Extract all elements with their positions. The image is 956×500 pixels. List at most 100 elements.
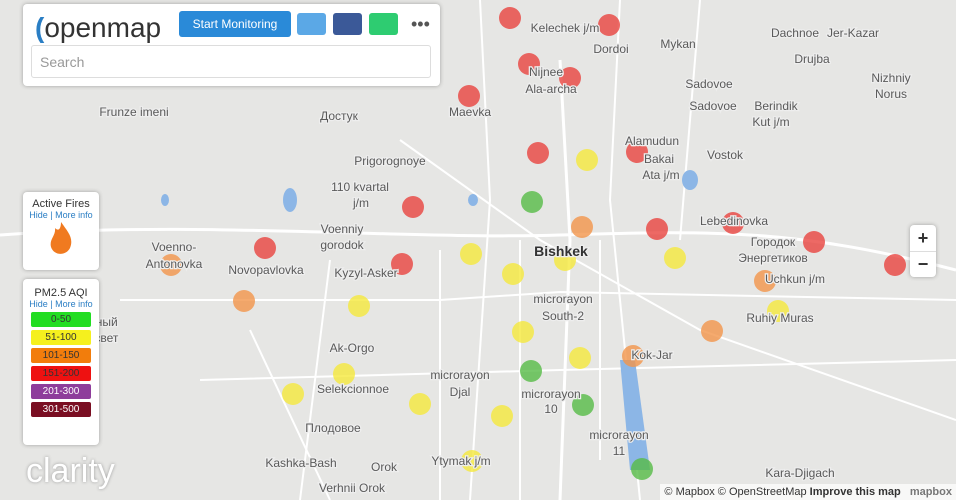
place-label: Ruhiy Muras xyxy=(746,311,813,325)
search-placeholder: Search xyxy=(40,54,85,70)
attr-mapbox[interactable]: © Mapbox xyxy=(664,486,715,498)
place-label: gorodok xyxy=(320,238,364,252)
place-label: Selekcionnoe xyxy=(317,382,389,396)
aqi-level: 301-500 xyxy=(31,402,91,417)
place-label: 110 kvartal xyxy=(331,180,389,194)
sensor-marker xyxy=(460,243,482,265)
place-label: Городок xyxy=(751,235,796,249)
place-label: Drujba xyxy=(794,52,830,66)
markers xyxy=(160,7,906,480)
place-label: microrayon xyxy=(430,368,489,382)
sensor-marker xyxy=(767,300,789,322)
twitter-button[interactable] xyxy=(297,13,326,35)
sensor-marker xyxy=(559,67,581,89)
sensor-marker xyxy=(348,295,370,317)
place-label: Kok-Jar xyxy=(631,348,672,362)
place-label: Kyzyl-Asker xyxy=(334,266,397,280)
place-label: Mykan xyxy=(660,37,695,51)
place-label: Orok xyxy=(371,460,398,474)
aqi-more-info[interactable]: More info xyxy=(55,299,93,309)
aqi-hide[interactable]: Hide xyxy=(29,299,48,309)
place-label: Плодовое xyxy=(305,421,361,435)
place-label: Berindik xyxy=(754,99,798,113)
search-box[interactable]: Search xyxy=(31,45,431,78)
sensor-marker xyxy=(664,247,686,269)
place-label: Ak-Orgo xyxy=(330,341,375,355)
sensor-marker xyxy=(512,321,534,343)
logo: (openmap xyxy=(35,12,162,43)
place-label: Lebedinovka xyxy=(700,214,768,228)
sensor-marker xyxy=(576,149,598,171)
place-label: Bakai xyxy=(644,152,674,166)
sensor-marker xyxy=(722,212,744,234)
sensor-marker xyxy=(520,360,542,382)
attr-osm[interactable]: © OpenStreetMap xyxy=(717,486,807,498)
place-label: Maevka xyxy=(449,105,491,119)
sensor-marker xyxy=(569,347,591,369)
place-label: Voenniy xyxy=(321,222,364,236)
fires-hide[interactable]: Hide xyxy=(29,210,48,220)
sensor-marker xyxy=(554,249,576,271)
aqi-level: 151-200 xyxy=(31,366,91,381)
attr-improve[interactable]: Improve this map xyxy=(809,486,901,498)
fires-panel: Active Fires Hide | More info xyxy=(23,192,99,270)
place-label: Ala-archa xyxy=(525,82,577,96)
sensor-marker xyxy=(521,191,543,213)
attribution: © Mapbox © OpenStreetMap Improve this ma… xyxy=(660,484,956,500)
mapbox-logo: mapbox xyxy=(909,486,952,498)
sensor-marker xyxy=(233,290,255,312)
zoom-control: + − xyxy=(910,225,936,277)
sensor-marker xyxy=(571,216,593,238)
sensor-marker xyxy=(458,85,480,107)
place-label: Sadovoe xyxy=(685,77,733,91)
sensor-marker xyxy=(754,270,776,292)
sensor-marker xyxy=(160,254,182,276)
place-label: j/m xyxy=(352,196,369,210)
place-label: Nijnee xyxy=(529,65,563,79)
sensor-marker xyxy=(803,231,825,253)
place-label: Bishkek xyxy=(534,243,588,259)
sensor-marker xyxy=(491,405,513,427)
aqi-title: PM2.5 AQI xyxy=(34,287,88,299)
whatsapp-button[interactable] xyxy=(369,13,398,35)
more-button[interactable]: ••• xyxy=(411,14,430,34)
place-label: Prigorognoye xyxy=(354,154,426,168)
place-label: Uchkun j/m xyxy=(765,272,825,286)
sensor-marker xyxy=(499,7,521,29)
place-label: microrayon xyxy=(521,387,580,401)
place-label: Энергетиков xyxy=(738,251,808,265)
sensor-marker xyxy=(884,254,906,276)
sensor-marker xyxy=(631,458,653,480)
place-label: Antonovka xyxy=(146,257,203,271)
zoom-out[interactable]: − xyxy=(917,254,929,274)
sensor-marker xyxy=(622,345,644,367)
place-label: microrayon xyxy=(589,428,648,442)
place-label: Nizhniy xyxy=(871,71,910,85)
place-label: Verhnii Orok xyxy=(319,481,386,495)
sensor-marker xyxy=(254,237,276,259)
aqi-panel: PM2.5 AQI Hide | More info 0-50 51-100 1… xyxy=(23,279,99,445)
sensor-marker xyxy=(527,142,549,164)
sensor-marker xyxy=(572,394,594,416)
sensor-marker xyxy=(502,263,524,285)
place-label: Djal xyxy=(450,385,471,399)
sensor-marker xyxy=(333,363,355,385)
facebook-button[interactable] xyxy=(333,13,362,35)
place-label: Kashka-Bash xyxy=(265,456,336,470)
place-label: Novopavlovka xyxy=(228,263,304,277)
sensor-marker xyxy=(701,320,723,342)
place-label: Alamudun xyxy=(625,134,679,148)
map-labels: Kelechek j/m Dordoi Mykan Dachnoe Jer-Kazar D… xyxy=(80,20,912,497)
place-label: Vostok xyxy=(707,148,744,162)
place-label: Frunze imeni xyxy=(99,105,168,119)
zoom-in[interactable]: + xyxy=(910,225,936,252)
sensor-marker xyxy=(461,450,483,472)
sensor-marker xyxy=(282,383,304,405)
fires-more-info[interactable]: More info xyxy=(55,210,93,220)
aqi-level: 101-150 xyxy=(31,348,91,363)
place-label: Dachnoe xyxy=(771,26,819,40)
place-label: Norus xyxy=(875,87,907,101)
place-label: Ata j/m xyxy=(642,168,679,182)
start-button[interactable]: Start Monitoring xyxy=(179,11,291,37)
